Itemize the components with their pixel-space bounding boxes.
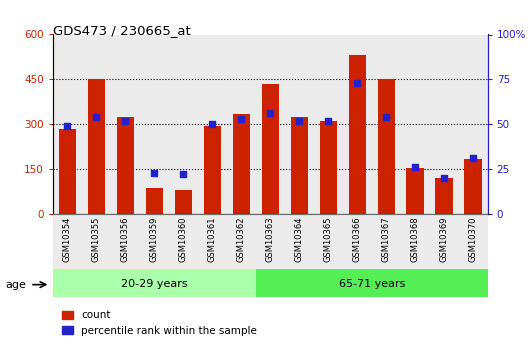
Bar (343, 214, 372, 269)
Point (150, 170, 158, 175)
Point (92, 114, 101, 120)
Bar (82, 34, 111, 214)
Bar (169, 214, 198, 269)
Bar (290, 117, 308, 214)
Point (63, 123, 72, 129)
Text: GSM10368: GSM10368 (411, 217, 420, 262)
Bar (256, 269, 488, 297)
Bar (53, 34, 82, 214)
Bar (285, 34, 314, 214)
Text: 20-29 years: 20-29 years (121, 279, 188, 289)
Bar (146, 188, 163, 214)
Bar (458, 34, 488, 214)
Text: GSM10362: GSM10362 (237, 217, 246, 262)
Text: GDS473 / 230665_at: GDS473 / 230665_at (53, 24, 191, 37)
Bar (82, 214, 111, 269)
Bar (256, 34, 285, 214)
Bar (227, 214, 256, 269)
Bar (285, 214, 314, 269)
Bar (204, 126, 221, 214)
Point (411, 165, 419, 170)
Point (208, 121, 217, 127)
Bar (140, 214, 169, 269)
Bar (117, 117, 134, 214)
Bar (314, 214, 343, 269)
Bar (401, 214, 430, 269)
Text: GSM10366: GSM10366 (353, 217, 361, 262)
Bar (320, 121, 337, 214)
Text: GSM10364: GSM10364 (295, 217, 304, 262)
Text: GSM10363: GSM10363 (266, 217, 275, 262)
Legend: count, percentile rank within the sample: count, percentile rank within the sample (58, 306, 261, 340)
Text: GSM10369: GSM10369 (440, 217, 448, 262)
Text: age: age (5, 280, 26, 289)
Point (121, 118, 130, 124)
Bar (53, 269, 256, 297)
Bar (407, 168, 424, 214)
Bar (430, 34, 458, 214)
Text: GSM10359: GSM10359 (150, 217, 159, 262)
Bar (175, 190, 192, 214)
Point (266, 111, 275, 116)
Bar (430, 214, 458, 269)
Text: GSM10355: GSM10355 (92, 217, 101, 262)
Bar (262, 84, 279, 214)
Point (295, 118, 304, 124)
Point (382, 114, 391, 120)
Bar (111, 34, 140, 214)
Text: GSM10365: GSM10365 (324, 217, 333, 262)
Bar (401, 34, 430, 214)
Text: GSM10354: GSM10354 (63, 217, 72, 262)
Bar (436, 178, 453, 214)
Point (469, 156, 478, 161)
Bar (464, 159, 482, 214)
Point (324, 118, 332, 124)
Bar (377, 79, 395, 214)
Point (237, 116, 245, 121)
Bar (59, 129, 76, 214)
Bar (372, 34, 401, 214)
Bar (198, 214, 227, 269)
Bar (140, 34, 169, 214)
Bar (227, 34, 256, 214)
Point (179, 172, 188, 177)
Text: GSM10361: GSM10361 (208, 217, 217, 262)
Point (353, 80, 361, 86)
Text: GSM10370: GSM10370 (469, 217, 478, 262)
Text: GSM10356: GSM10356 (121, 217, 130, 262)
Bar (233, 114, 250, 214)
Bar (53, 214, 82, 269)
Bar (349, 56, 366, 214)
Bar (256, 214, 285, 269)
Text: 65-71 years: 65-71 years (339, 279, 405, 289)
Bar (88, 79, 105, 214)
Text: GSM10360: GSM10360 (179, 217, 188, 262)
Point (440, 175, 448, 181)
Bar (372, 214, 401, 269)
Bar (343, 34, 372, 214)
Text: GSM10367: GSM10367 (382, 217, 391, 262)
Bar (198, 34, 227, 214)
Bar (111, 214, 140, 269)
Bar (458, 214, 488, 269)
Bar (314, 34, 343, 214)
Bar (169, 34, 198, 214)
